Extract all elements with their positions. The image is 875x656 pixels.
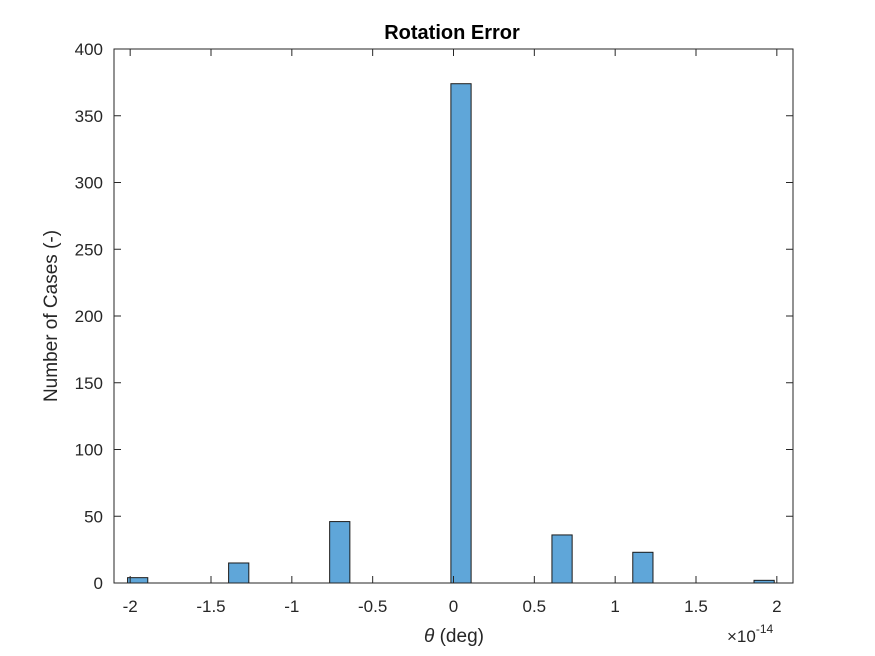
- x-axis-label-text: (deg): [434, 626, 484, 647]
- y-tick-label: 400: [75, 40, 103, 59]
- y-tick-label: 350: [75, 107, 103, 126]
- histogram-bar: [632, 551, 654, 584]
- y-tick-label: 150: [75, 374, 103, 393]
- histogram-bar: [450, 83, 472, 584]
- y-tick-label: 200: [75, 307, 103, 326]
- x-axis-exponent-base: ×10: [727, 627, 756, 646]
- y-tick-label: 50: [84, 507, 103, 526]
- y-tick-label: 300: [75, 174, 103, 193]
- x-tick-label: 1: [610, 597, 619, 616]
- histogram-bar: [329, 521, 351, 584]
- chart-title: Rotation Error: [384, 22, 520, 44]
- x-tick-label: 0: [449, 597, 458, 616]
- x-tick-label: -1: [284, 597, 299, 616]
- x-tick-label: 2: [772, 597, 781, 616]
- y-axis-ticks: 0 50 100 150 200 250 300 350 400: [75, 40, 793, 593]
- y-tick-label: 250: [75, 240, 103, 259]
- x-tick-label: -0.5: [358, 597, 387, 616]
- bars-group: [127, 83, 775, 584]
- x-axis-exponent: ×10-14: [727, 622, 774, 646]
- x-axis-exponent-power: -14: [756, 622, 774, 636]
- y-tick-label: 0: [94, 574, 103, 593]
- x-tick-label: -1.5: [196, 597, 225, 616]
- x-axis-label-symbol: θ: [424, 626, 435, 647]
- x-tick-label: -2: [123, 597, 138, 616]
- histogram-bar: [551, 534, 573, 584]
- y-axis-label: Number of Cases (-): [41, 230, 62, 402]
- x-tick-label: 0.5: [523, 597, 547, 616]
- histogram-bar: [228, 562, 250, 584]
- x-axis-label: θ (deg): [424, 626, 484, 647]
- x-tick-label: 1.5: [684, 597, 708, 616]
- x-axis-ticks: -2 -1.5 -1 -0.5 0 0.5 1 1.5 2: [123, 49, 782, 616]
- y-tick-label: 100: [75, 441, 103, 460]
